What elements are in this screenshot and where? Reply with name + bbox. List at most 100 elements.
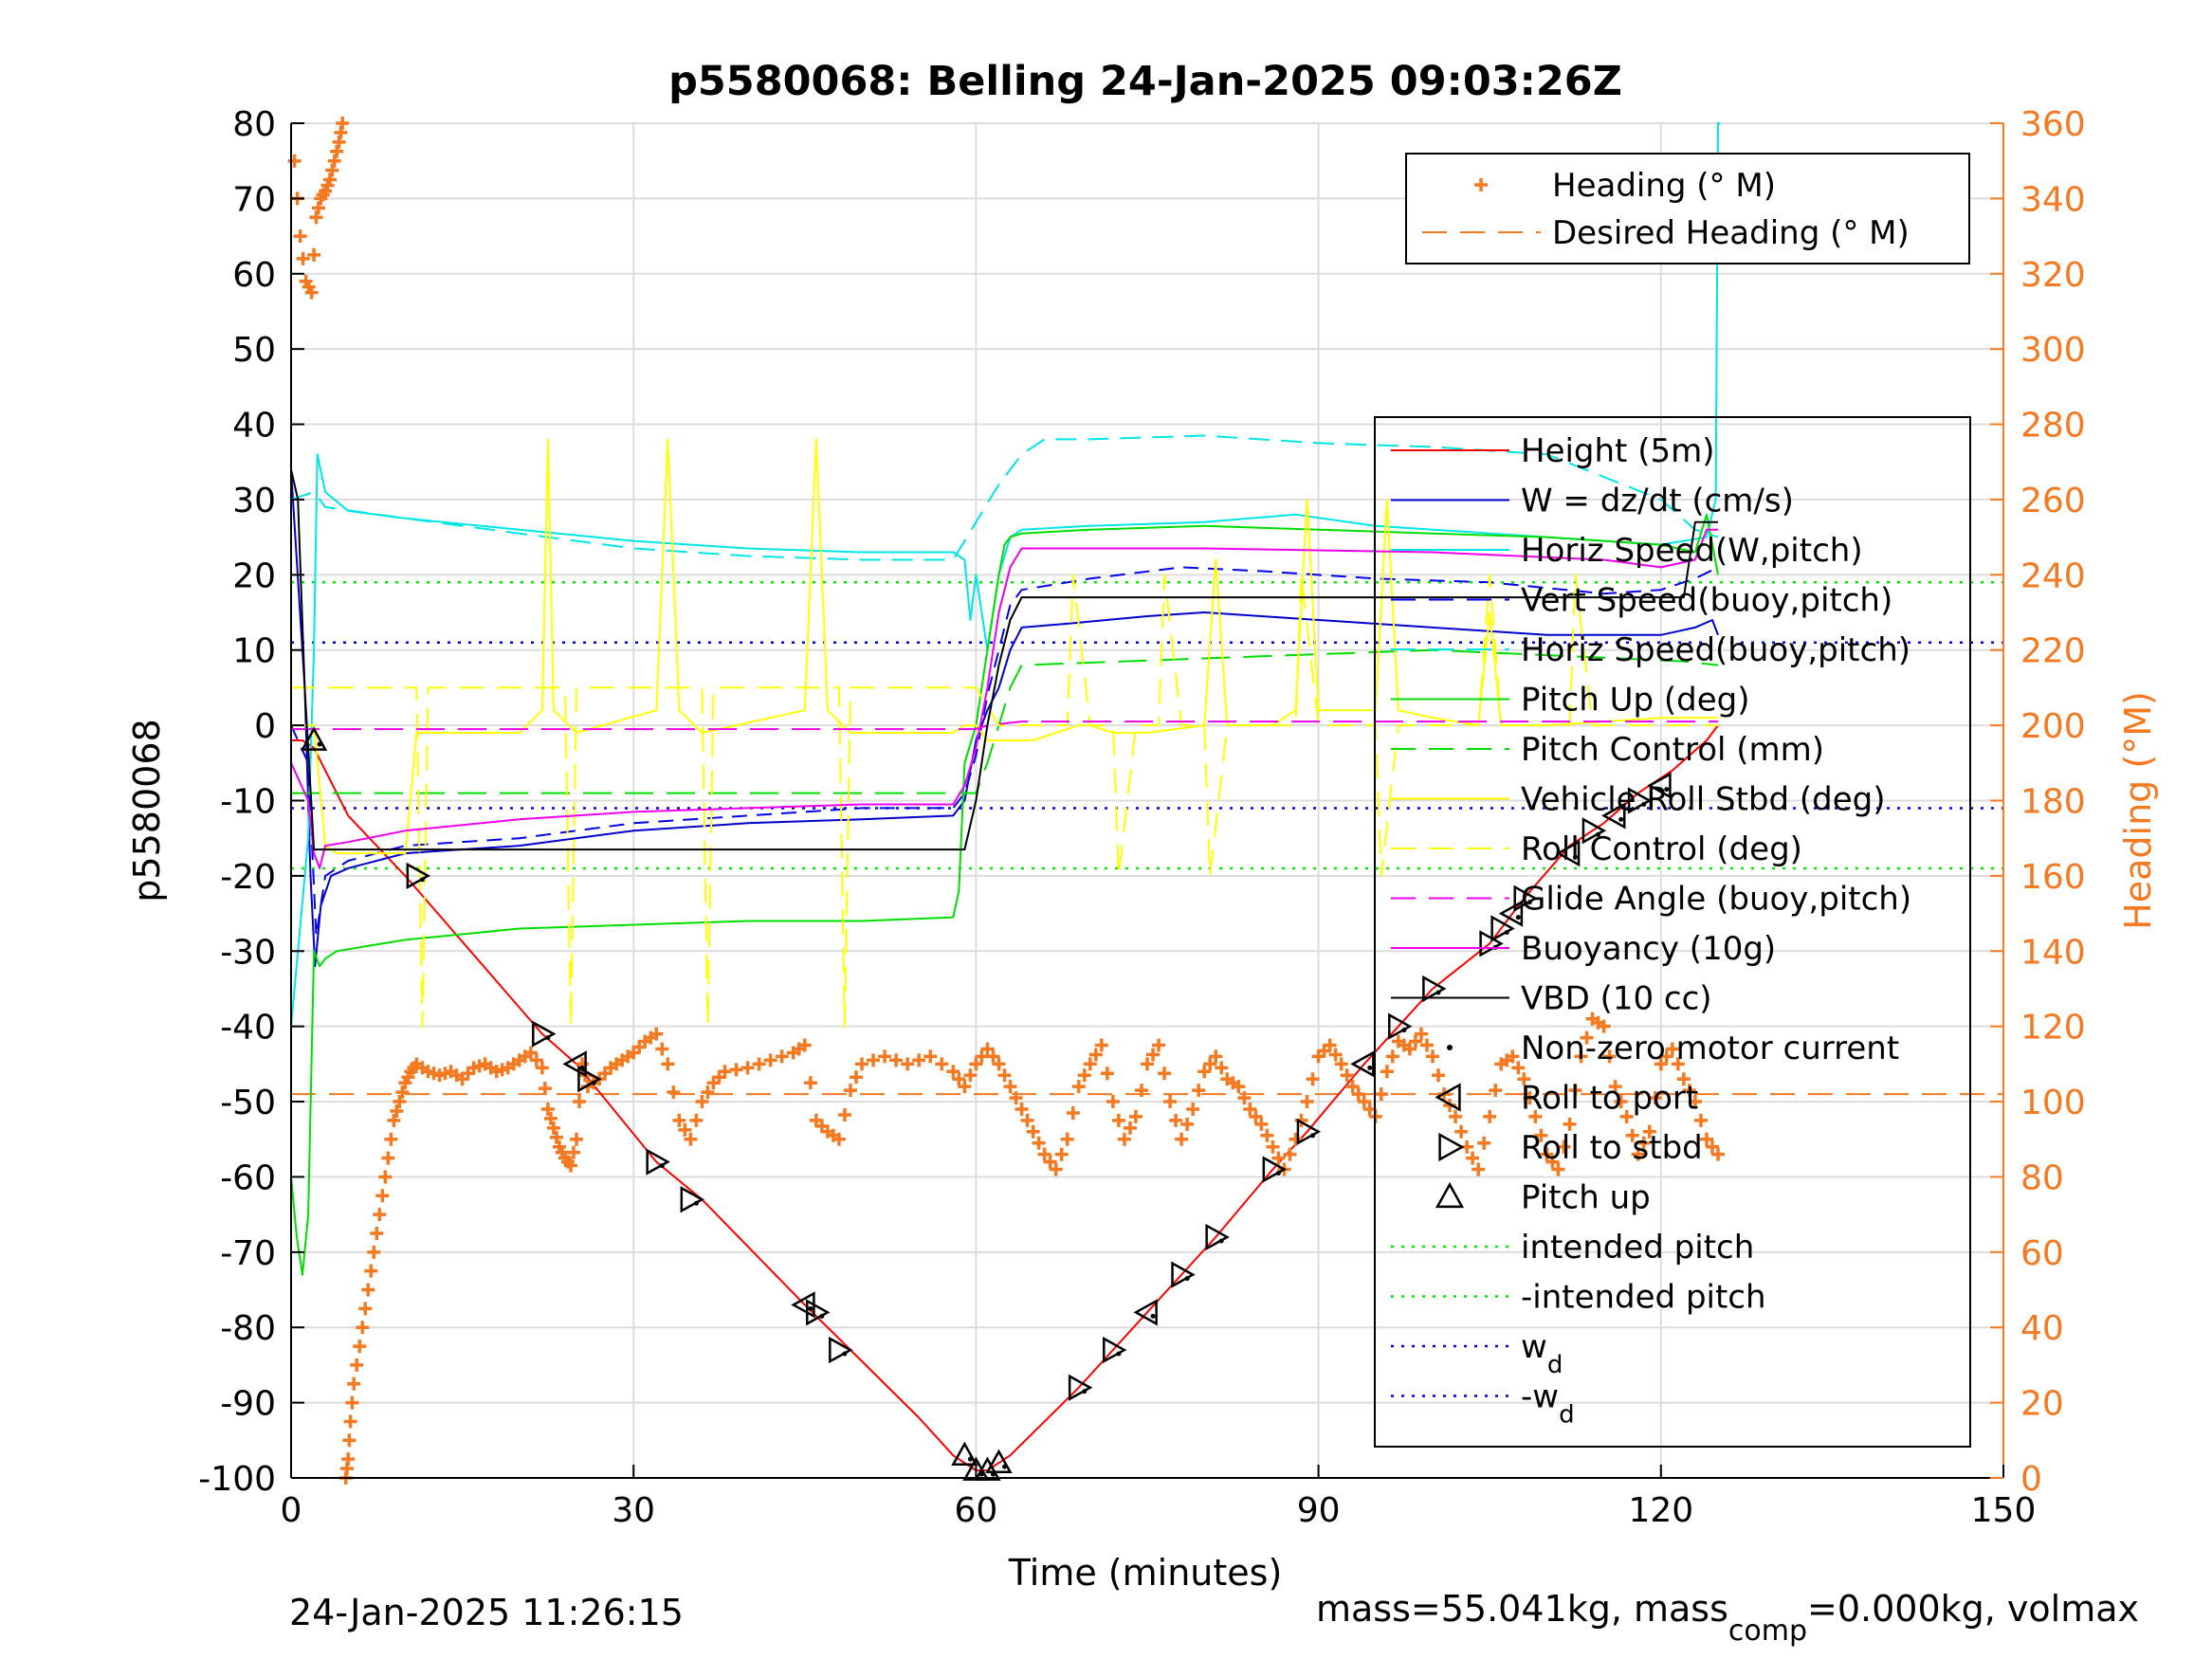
- heading-point: [1043, 1155, 1057, 1169]
- heading-point: [969, 1057, 983, 1071]
- y2-tick-label: 280: [2020, 407, 2086, 446]
- legend-subscript: d: [1559, 1401, 1575, 1430]
- heading-point: [364, 1264, 378, 1278]
- heading-point: [304, 285, 319, 300]
- heading-point: [330, 144, 344, 158]
- marker-left: [1498, 900, 1524, 927]
- heading-point: [649, 1027, 664, 1041]
- heading-point: [287, 154, 302, 168]
- y-tick-label: 30: [232, 482, 276, 520]
- heading-point: [1574, 1049, 1588, 1064]
- heading-point: [322, 173, 337, 187]
- heading-point: [1283, 1147, 1297, 1161]
- heading-point: [1345, 1080, 1360, 1094]
- heading-point: [980, 1042, 995, 1056]
- heading-point: [1636, 1136, 1651, 1150]
- motor-current-dot: [967, 1456, 973, 1462]
- heading-point: [341, 1452, 356, 1467]
- heading-point: [370, 1226, 384, 1240]
- heading-point: [1608, 1080, 1622, 1094]
- series-horiz-speed-buoy-pitch-: [290, 434, 1719, 561]
- heading-point: [384, 1132, 398, 1146]
- legend-main-label: intended pitch: [1521, 1229, 1754, 1267]
- heading-point: [378, 1170, 393, 1184]
- y2-tick-label: 40: [2020, 1309, 2064, 1348]
- marker-right: [680, 1186, 704, 1213]
- y2-tick-label: 60: [2020, 1234, 2064, 1273]
- legend-main-label: W = dz/dt (cm/s): [1521, 483, 1794, 520]
- y-tick-label: -100: [198, 1460, 276, 1499]
- motor-current-dot: [591, 1080, 596, 1085]
- heading-point: [849, 1070, 863, 1085]
- footer-mass-sub: comp: [1728, 1614, 1807, 1648]
- heading-point: [367, 1245, 381, 1259]
- heading-point: [678, 1122, 692, 1137]
- heading-point: [912, 1053, 926, 1067]
- chart-title: p5580068: Belling 24-Jan-2025 09:03:26Z: [668, 58, 1622, 105]
- heading-point: [573, 1095, 587, 1109]
- y-tick-label: 50: [232, 331, 276, 370]
- heading-point: [546, 1121, 560, 1135]
- y-tick-label: 10: [232, 632, 276, 671]
- heading-point: [797, 1038, 812, 1052]
- motor-current-dot: [1116, 1351, 1122, 1357]
- heading-point: [390, 1103, 404, 1118]
- marker-right: [829, 1336, 853, 1364]
- y-tick-label: 40: [232, 407, 276, 446]
- heading-point: [1271, 1151, 1286, 1165]
- heading-point: [1015, 1102, 1029, 1116]
- series-glide-angle-buoy-pitch-: [291, 720, 1718, 731]
- heading-point: [1419, 1038, 1434, 1052]
- marker-up: [985, 1449, 1013, 1473]
- series-vehicle-roll-stbd-deg-: [291, 438, 1718, 855]
- heading-point: [293, 229, 307, 244]
- heading-point: [1711, 1147, 1725, 1161]
- heading-point: [1699, 1132, 1713, 1146]
- heading-point: [1106, 1095, 1120, 1109]
- marker-right: [1490, 915, 1515, 942]
- heading-point: [1128, 1109, 1143, 1123]
- motor-current-dot: [545, 1035, 551, 1041]
- legend-main-label: Vert Speed(buoy,pitch): [1521, 582, 1892, 620]
- heading-point: [1466, 1151, 1480, 1165]
- motor-current-dot: [1001, 1464, 1007, 1469]
- legend-main-label: Horiz Speed(buoy,pitch): [1521, 631, 1910, 669]
- marker-right: [1103, 1336, 1127, 1364]
- series-layer: [290, 122, 2003, 1472]
- heading-point: [1334, 1057, 1348, 1071]
- motor-current-dot: [1618, 816, 1624, 822]
- heading-point: [1477, 1136, 1491, 1150]
- heading-point: [1071, 1080, 1086, 1094]
- heading-point: [695, 1095, 709, 1109]
- heading-point: [563, 1158, 577, 1173]
- heading-point: [701, 1085, 715, 1100]
- heading-point: [952, 1072, 966, 1086]
- motor-current-dot: [317, 741, 322, 747]
- heading-point: [356, 1321, 370, 1335]
- heading-point: [325, 163, 339, 177]
- marker-right: [1627, 787, 1653, 814]
- heading-point: [1580, 1030, 1594, 1045]
- heading-point: [1374, 1087, 1388, 1102]
- heading-point: [549, 1130, 563, 1144]
- heading-point: [381, 1151, 395, 1165]
- heading-point: [1534, 1128, 1548, 1142]
- heading-point: [336, 117, 350, 130]
- motor-current-dot: [1641, 802, 1647, 807]
- marker-left: [1601, 802, 1626, 830]
- marker-right: [1581, 817, 1607, 845]
- marker-left: [1555, 839, 1581, 867]
- heading-point: [373, 1208, 387, 1222]
- heading-point: [1009, 1091, 1023, 1105]
- heading-point: [672, 1113, 686, 1127]
- heading-point: [1243, 1102, 1257, 1116]
- heading-point: [1203, 1057, 1217, 1071]
- series-vbd-10-cc-: [290, 468, 1718, 851]
- legend-main-label: Roll to stbd: [1521, 1129, 1703, 1167]
- heading-point: [1557, 1139, 1571, 1154]
- marker-right: [1296, 1118, 1322, 1145]
- y2-tick-label: 180: [2020, 783, 2086, 822]
- heading-point: [803, 1076, 817, 1090]
- heading-point: [1506, 1049, 1520, 1064]
- heading-point: [923, 1049, 938, 1064]
